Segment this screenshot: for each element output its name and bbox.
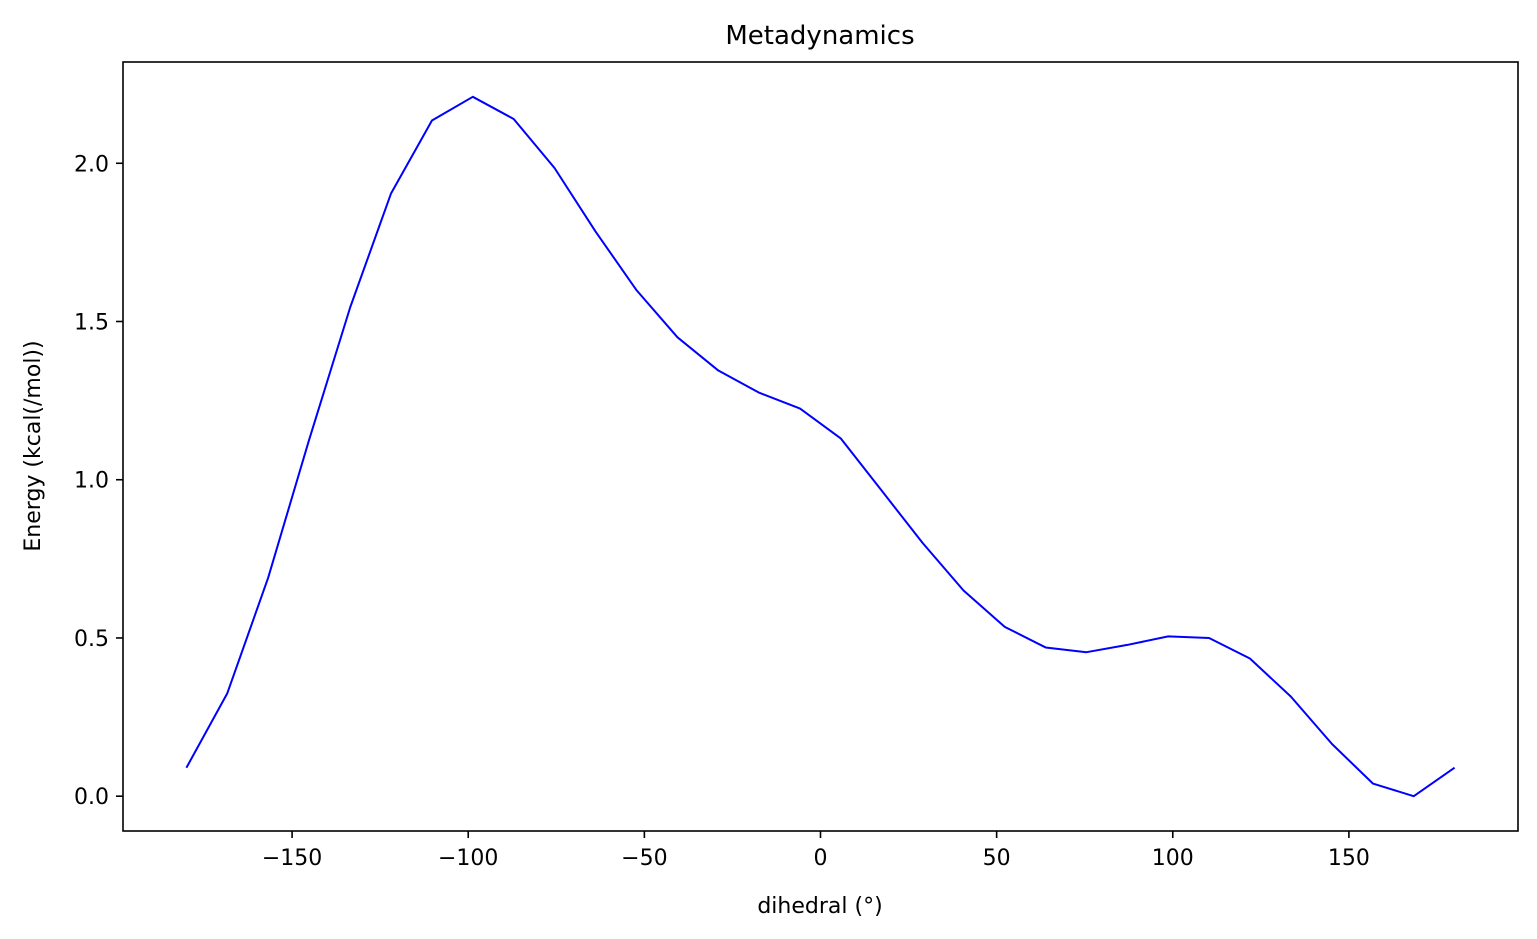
chart-title: Metadynamics bbox=[725, 21, 914, 51]
series-layer bbox=[185, 95, 1456, 798]
x-tick-label: −150 bbox=[262, 846, 322, 871]
y-tick-label: 2.0 bbox=[74, 152, 109, 177]
y-tick-label: 0.0 bbox=[74, 785, 109, 810]
x-tick-label: 150 bbox=[1328, 846, 1370, 871]
x-tick-label: −50 bbox=[621, 846, 667, 871]
series-line-0 bbox=[185, 95, 1456, 798]
y-tick-label: 1.5 bbox=[74, 310, 109, 335]
x-tick-label: 50 bbox=[983, 846, 1011, 871]
y-axis-label: Energy (kcal(/mol)) bbox=[21, 340, 46, 551]
y-tick-label: 0.5 bbox=[74, 627, 109, 652]
y-tick-label: 1.0 bbox=[74, 469, 109, 494]
y-axis: 0.0 0.5 1.0 1.5 2.0 bbox=[74, 152, 123, 810]
x-tick-label: 100 bbox=[1152, 846, 1194, 871]
x-tick-label: 0 bbox=[814, 846, 828, 871]
x-axis-label: dihedral (°) bbox=[757, 894, 882, 919]
x-axis: −150 −100 −50 0 50 100 150 bbox=[262, 831, 1370, 871]
x-tick-label: −100 bbox=[438, 846, 498, 871]
